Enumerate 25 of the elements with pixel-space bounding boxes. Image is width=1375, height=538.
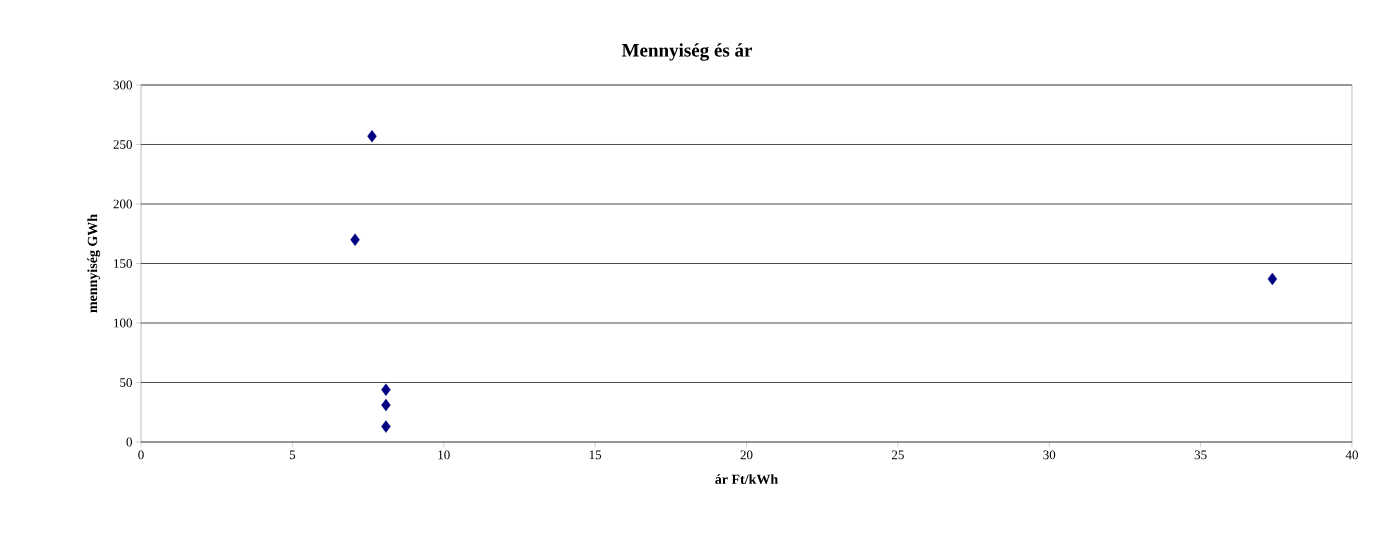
x-tick-label: 35 [1194,450,1207,460]
point [381,398,391,412]
x-tick-label: 20 [740,450,753,460]
y-tick-label: 0 [126,437,132,447]
point [1267,272,1278,286]
y-axis-title: mennyiség GWh [87,214,101,313]
chart-title: Mennyiség és ár [621,43,753,61]
y-tick-label: 100 [114,318,132,328]
x-tick-label: 10 [438,450,450,460]
x-tick-label: 30 [1043,450,1056,460]
x-tick-label: 25 [891,450,904,460]
point [350,233,360,246]
x-tick-label: 0 [138,450,144,460]
x-axis-title: ár Ft/kWh [715,474,778,485]
point [367,129,377,143]
point [381,420,391,433]
y-tick-label: 200 [113,199,132,209]
y-tick-label: 300 [113,80,132,90]
y-tick-label: 50 [120,378,132,387]
x-tick-label: 5 [289,450,296,460]
y-tick-label: 150 [114,259,132,268]
x-tick-label: 15 [589,450,602,460]
x-tick-label: 40 [1345,450,1358,460]
y-tick-label: 250 [113,140,132,149]
point [381,383,391,396]
